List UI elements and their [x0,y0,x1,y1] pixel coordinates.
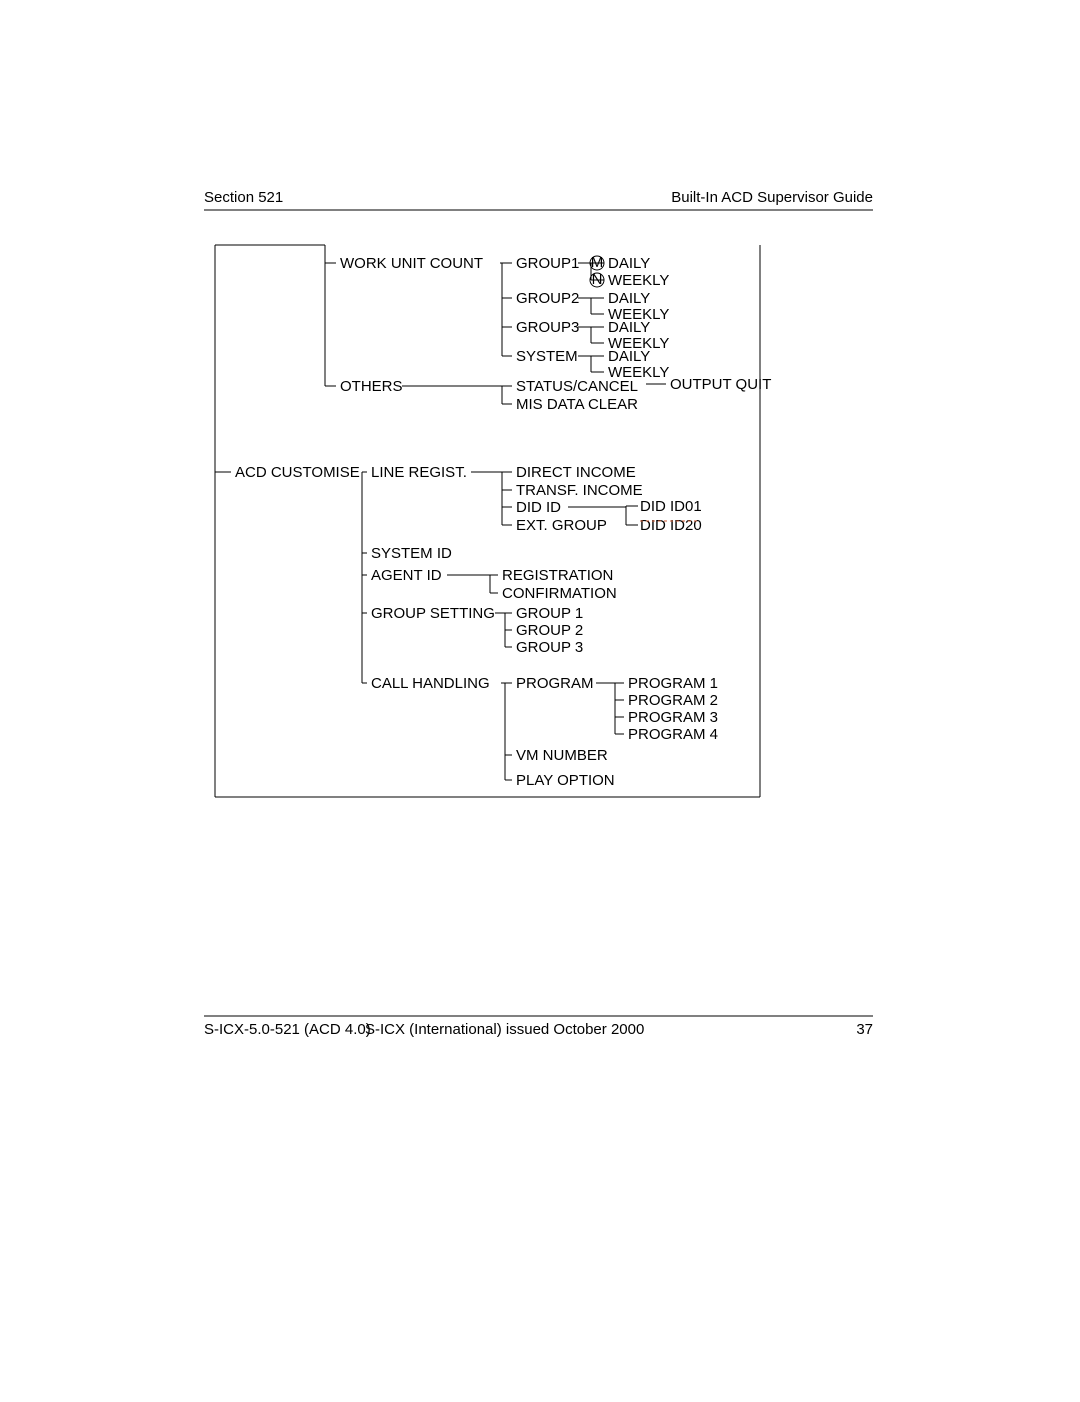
header-left: Section 521 [204,189,283,206]
diagram-svg: Section 521 Built-In ACD Supervisor Guide… [0,0,1080,1397]
system: SYSTEM [516,348,578,365]
direct-income: DIRECT INCOME [516,464,636,481]
marker-m: M [591,254,604,271]
ext-group: EXT. GROUP [516,517,607,534]
daily: DAILY [608,255,650,272]
program1: PROGRAM 1 [628,675,718,692]
call-handling: CALL HANDLING [371,675,490,692]
did-id: DID ID [516,499,561,516]
marker-n: N [592,271,603,288]
output-quit: OUTPUT QUIT [670,376,771,393]
group3: GROUP3 [516,319,579,336]
gs-group3: GROUP 3 [516,639,583,656]
vm-number: VM NUMBER [516,747,608,764]
program4: PROGRAM 4 [628,726,718,743]
status-cancel: STATUS/CANCEL [516,378,638,395]
program: PROGRAM [516,675,594,692]
did-id01: DID ID01 [640,498,702,515]
transf-income: TRANSF. INCOME [516,482,643,499]
weekly: WEEKLY [608,272,669,289]
group2: GROUP2 [516,290,579,307]
gs-group2: GROUP 2 [516,622,583,639]
program3: PROGRAM 3 [628,709,718,726]
did-id20: DID ID20 [640,517,702,534]
daily: DAILY [608,348,650,365]
gs-group1: GROUP 1 [516,605,583,622]
agent-id: AGENT ID [371,567,442,584]
confirmation: CONFIRMATION [502,585,617,602]
mis-data-clear: MIS DATA CLEAR [516,396,638,413]
header-right: Built-In ACD Supervisor Guide [671,189,873,206]
registration: REGISTRATION [502,567,613,584]
others: OTHERS [340,378,403,395]
daily: DAILY [608,319,650,336]
work-unit-count: WORK UNIT COUNT [340,255,483,272]
group1: GROUP1 [516,255,579,272]
acd-customise: ACD CUSTOMISE [235,464,360,481]
group-setting: GROUP SETTING [371,605,495,622]
system-id: SYSTEM ID [371,545,452,562]
daily: DAILY [608,290,650,307]
program2: PROGRAM 2 [628,692,718,709]
page-number: 37 [856,1021,873,1038]
play-option: PLAY OPTION [516,772,615,789]
footer-center: S-ICX (International) issued October 200… [365,1021,644,1038]
footer-left: S-ICX-5.0-521 (ACD 4.0) [204,1021,371,1038]
line-regist: LINE REGIST. [371,464,467,481]
